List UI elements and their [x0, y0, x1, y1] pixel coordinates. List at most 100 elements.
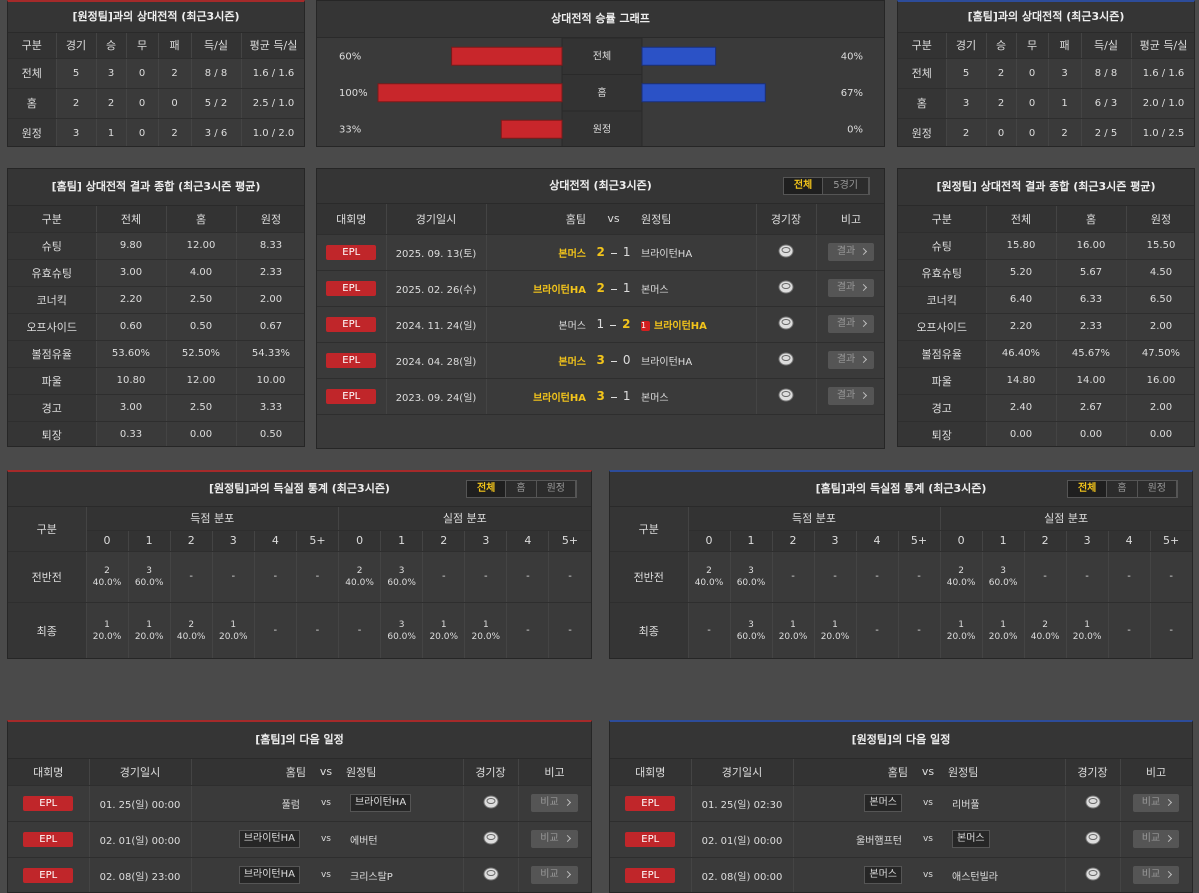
result-button[interactable]: 결과: [827, 315, 875, 333]
compare-button[interactable]: 비교: [531, 866, 578, 884]
panel: [원정팀]과의 상대전적 (최근3시즌) 구분 경기 승 무 패 득/실 평균 득/실 전체 5 3…: [7, 0, 305, 147]
bucket-header: 4: [254, 530, 297, 552]
tab[interactable]: 홈: [506, 481, 537, 497]
cell: 비교: [518, 857, 591, 892]
percent: 20.0%: [820, 631, 850, 642]
home-team: 풀럼: [281, 799, 300, 811]
column-header: 경기일시: [386, 204, 487, 235]
row-label: 볼점유율: [8, 340, 97, 368]
cell: -: [506, 551, 550, 603]
cell: 6.40: [986, 286, 1057, 314]
row-label: 홈: [898, 88, 947, 119]
tab[interactable]: 전체: [783, 178, 824, 194]
cell: 0.00: [1056, 421, 1127, 446]
panel-title: 상대전적 (최근3시즌) 전체 5경기: [317, 169, 884, 204]
tab[interactable]: 전체: [466, 481, 507, 497]
bucket-header: 0: [940, 530, 983, 552]
cell: 풀럼: [191, 785, 306, 822]
cell: 결과: [816, 306, 884, 343]
result-button[interactable]: 결과: [827, 351, 875, 369]
result-button[interactable]: 결과: [827, 243, 875, 261]
table-row: 최종 -3 60.0% 1 20.0% 1 20.0% - -1 20.0% 1 20.0% 2 40.0…: [610, 602, 1192, 658]
table-body: 구분 전체 홈 원정 슈팅 15.80 16.00 15.50 유효슈팅 5.20 5.67 4.50…: [898, 206, 1194, 446]
cell: 본머스: [641, 270, 757, 307]
bucket-header: 3: [814, 530, 857, 552]
cell: 15.50: [1126, 232, 1194, 260]
cell: [463, 785, 519, 822]
panel-title: [홈팀]과의 득실점 통계 (최근3시즌) 전체 홈 원정: [610, 472, 1192, 507]
cell: 3: [56, 118, 97, 146]
compare-button[interactable]: 비교: [1132, 794, 1180, 812]
title-text: [원정팀]의 다음 일정: [851, 733, 951, 746]
column-header: 원정팀: [346, 759, 464, 786]
bucket-header: 3: [212, 530, 255, 552]
table-row: 구분 전체 홈 원정: [898, 206, 1194, 233]
count: 1: [482, 619, 489, 630]
value-label: 40%: [841, 51, 863, 62]
cell: 2.00: [1126, 394, 1194, 422]
compare-button[interactable]: 비교: [531, 794, 578, 812]
bucket-header: 2: [422, 530, 466, 552]
away-score: 0: [622, 353, 631, 367]
cell: -: [296, 551, 340, 603]
icon-shape: [486, 797, 495, 804]
value-label: 67%: [841, 88, 863, 99]
column-header: 경기일시: [89, 759, 192, 786]
home-team: 본머스: [558, 248, 586, 260]
competition-badge: EPL: [23, 867, 74, 883]
table-row: EPL 2025. 09. 13(토) 본머스 2 1 브라이턴HA 결과: [317, 234, 884, 271]
home-team: 울버햄프턴: [856, 835, 902, 847]
count: 3: [398, 565, 405, 576]
match-date: 2025. 02. 26(수): [386, 270, 487, 307]
cell: -: [548, 551, 591, 603]
cell: 2 40.0%: [688, 551, 731, 603]
tab[interactable]: 원정: [537, 481, 576, 497]
cell: 2.67: [1056, 394, 1127, 422]
cell: EPL: [317, 234, 387, 271]
tab[interactable]: 전체: [1067, 481, 1108, 497]
cell: -: [856, 551, 899, 603]
tab[interactable]: 원정: [1138, 481, 1177, 497]
cell: 2.20: [96, 286, 167, 314]
count: 1: [1000, 619, 1006, 630]
column-header: 승: [986, 33, 1017, 59]
cell: [756, 306, 817, 343]
compare-button[interactable]: 비교: [1132, 866, 1180, 884]
tab[interactable]: 5경기: [823, 178, 869, 194]
table-row: 0 1 2 3 4 5+ 0 1 2 3 4 5+: [610, 530, 1192, 552]
away-team: 리버풀: [952, 799, 980, 811]
cell: [756, 378, 817, 415]
cell: 3.00: [96, 394, 167, 422]
table: 대회명 경기일시 홈팀 vs 원정팀 경기장 비고 EPL 2025. 09. 13(토) 본머스…: [317, 204, 884, 415]
row-label: 볼점유율: [898, 340, 987, 368]
cell: 2: [986, 58, 1017, 89]
row-label: 유효슈팅: [8, 259, 97, 287]
cell: -: [1108, 551, 1151, 603]
table-row: 퇴장 0.00 0.00 0.00: [898, 421, 1194, 446]
column-header: 경기장: [1065, 759, 1121, 786]
icon-shape: [781, 318, 791, 325]
panel: 상대전적 승률 그래프 전체 60% 40% 홈 100% 67% 원정 33% 0%: [316, 0, 885, 147]
result-button[interactable]: 결과: [827, 279, 875, 297]
cell: 8 / 8: [191, 58, 242, 89]
table-row: 구분 득점 분포 실점 분포: [610, 507, 1192, 552]
cell: 12.00: [166, 232, 237, 260]
table-row: 대회명 경기일시 홈팀 vs 원정팀 경기장 비고: [317, 204, 884, 235]
cell: 52.50%: [166, 340, 237, 368]
column-header: 경기: [946, 33, 987, 59]
table-row: EPL 02. 08(일) 23:00 브라이턴HA vs 크리스탈P 비교: [8, 857, 591, 892]
column-header: 경기장: [463, 759, 519, 786]
cell: 비교: [518, 785, 591, 822]
percent: 20.0%: [471, 631, 501, 642]
tab[interactable]: 홈: [1107, 481, 1138, 497]
cell: -: [506, 602, 550, 658]
icon-shape: [1085, 867, 1100, 880]
result-button[interactable]: 결과: [827, 387, 875, 405]
cell: 0.60: [96, 313, 167, 341]
compare-button[interactable]: 비교: [531, 830, 578, 848]
compare-button[interactable]: 비교: [1132, 830, 1180, 848]
row-label: 원정: [898, 118, 947, 146]
